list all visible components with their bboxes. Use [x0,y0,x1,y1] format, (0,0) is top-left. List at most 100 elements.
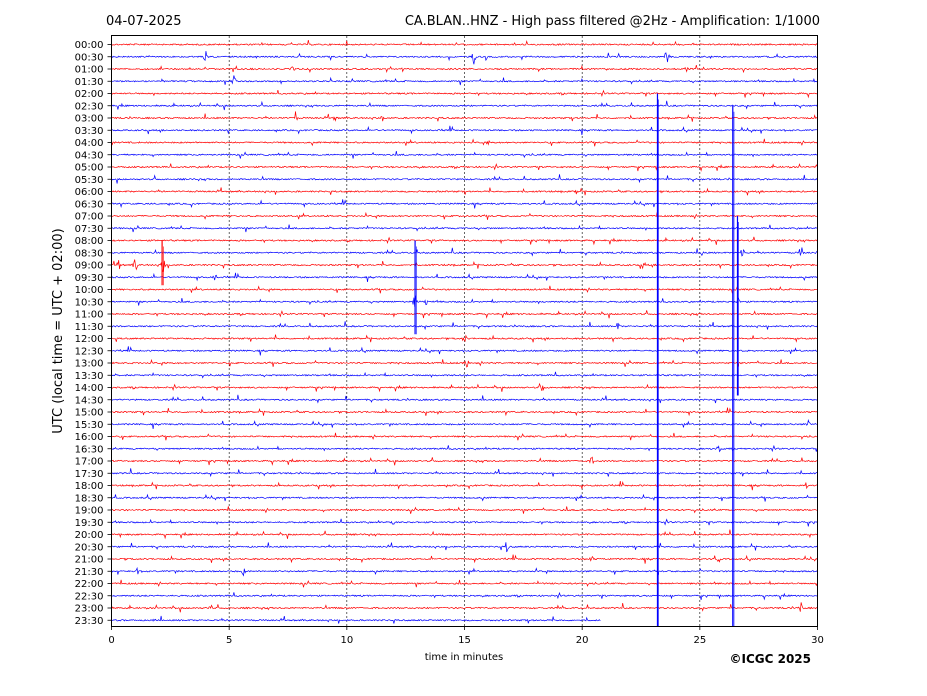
trace-row-1330 [111,371,818,379]
trace-row-2330 [111,615,601,624]
y-tick-label: 05:30 [75,175,104,186]
y-tick-label: 20:00 [75,530,104,541]
trace-row-0330 [111,125,818,135]
y-tick-label: 03:30 [75,126,104,137]
trace-row-1030 [111,295,818,307]
trace-row-2130 [111,566,818,577]
y-tick-label: 23:00 [75,604,104,615]
x-tick-label: 25 [693,635,706,646]
trace-row-1300 [111,358,818,368]
y-tick-label: 21:00 [75,555,104,566]
y-tick-label: 15:30 [75,420,104,431]
trace-row-0930 [111,272,818,282]
y-tick-label: 07:30 [75,224,104,235]
y-tick-label: 04:00 [75,138,104,149]
trace-row-1100 [111,310,818,319]
chart-title: CA.BLAN..HNZ - High pass filtered @2Hz -… [405,14,820,29]
trace-row-0500 [111,163,818,172]
x-tick-label: 10 [340,635,353,646]
y-tick-label: 05:00 [75,163,104,174]
trace-row-1830 [111,493,818,502]
x-gridlines [228,36,701,626]
y-tick-label: 08:00 [75,236,104,247]
y-tick-label: 11:00 [75,310,104,321]
plot-frame [111,35,818,627]
trace-row-0430 [111,151,818,159]
y-tick-label: 02:30 [75,101,104,112]
trace-row-0300 [111,111,818,122]
trace-row-0030 [111,51,818,65]
y-tick-label: 14:30 [75,395,104,406]
y-tick-label: 03:00 [75,114,104,125]
trace-row-1000 [111,285,818,294]
trace-row-0900 [111,259,818,272]
y-tick-label: 12:30 [75,346,104,357]
y-tick-label: 00:00 [75,40,104,51]
y-tick-label: 14:00 [75,383,104,394]
trace-row-1600 [111,432,818,441]
y-tick-label: 15:00 [75,408,104,419]
y-tick-label: 09:00 [75,261,104,272]
trace-row-0800 [111,236,818,246]
y-tick-label: 02:00 [75,89,104,100]
y-tick-label: 06:30 [75,199,104,210]
y-tick-label: 16:00 [75,432,104,443]
y-tick-label: 00:30 [75,52,104,63]
tall-spikes [161,93,739,626]
trace-row-1230 [111,346,818,356]
y-tick-label: 19:00 [75,506,104,517]
trace-row-2000 [111,529,818,540]
trace-row-1900 [111,506,818,514]
y-tick-label: 18:00 [75,481,104,492]
trace-row-0130 [111,75,818,86]
credit-label: ©ICGC 2025 [729,652,811,666]
trace-row-1130 [111,321,818,331]
y-tick-label: 16:30 [75,444,104,455]
y-tick-label: 20:30 [75,542,104,553]
y-tick-label: 17:30 [75,469,104,480]
trace-row-2230 [111,591,818,601]
trace-row-2100 [111,554,818,564]
y-tick-label: 07:00 [75,212,104,223]
trace-row-0830 [111,247,818,257]
trace-row-1730 [111,468,818,478]
x-tick-label: 5 [226,635,232,646]
x-tick-label: 0 [108,635,114,646]
y-tick-label: 23:30 [75,616,104,627]
trace-row-0200 [111,89,818,99]
trace-row-0400 [111,138,818,147]
trace-row-1430 [111,394,818,404]
x-tick-label: 30 [811,635,824,646]
trace-row-1500 [111,407,818,417]
chart-date: 04-07-2025 [106,14,182,29]
trace-rows [111,40,818,624]
trace-row-1630 [111,444,818,453]
trace-row-1200 [111,334,818,343]
trace-row-0100 [111,64,818,74]
y-tick-label: 21:30 [75,567,104,578]
y-tick-label: 08:30 [75,248,104,259]
y-tick-label: 19:30 [75,518,104,529]
trace-row-0000 [111,40,818,46]
trace-row-0730 [111,224,818,233]
y-tick-label: 11:30 [75,322,104,333]
y-tick-label: 17:00 [75,457,104,468]
trace-row-0600 [111,187,818,196]
trace-row-2300 [111,602,818,613]
trace-row-0530 [111,174,818,184]
y-tick-label: 18:30 [75,493,104,504]
trace-row-1700 [111,456,818,466]
y-tick-label: 22:00 [75,579,104,590]
y-tick-label: 06:00 [75,187,104,198]
trace-row-2200 [111,579,818,588]
x-axis-label: time in minutes [425,652,504,663]
x-ticks: 0 5 10 15 20 25 30 [108,626,824,646]
y-tick-label: 13:30 [75,371,104,382]
trace-row-0700 [111,211,818,220]
trace-row-0230 [111,100,818,111]
y-axis-label: UTC (local time = UTC + 02:00) [51,228,66,433]
trace-row-1400 [111,382,818,393]
y-tick-label: 22:30 [75,591,104,602]
